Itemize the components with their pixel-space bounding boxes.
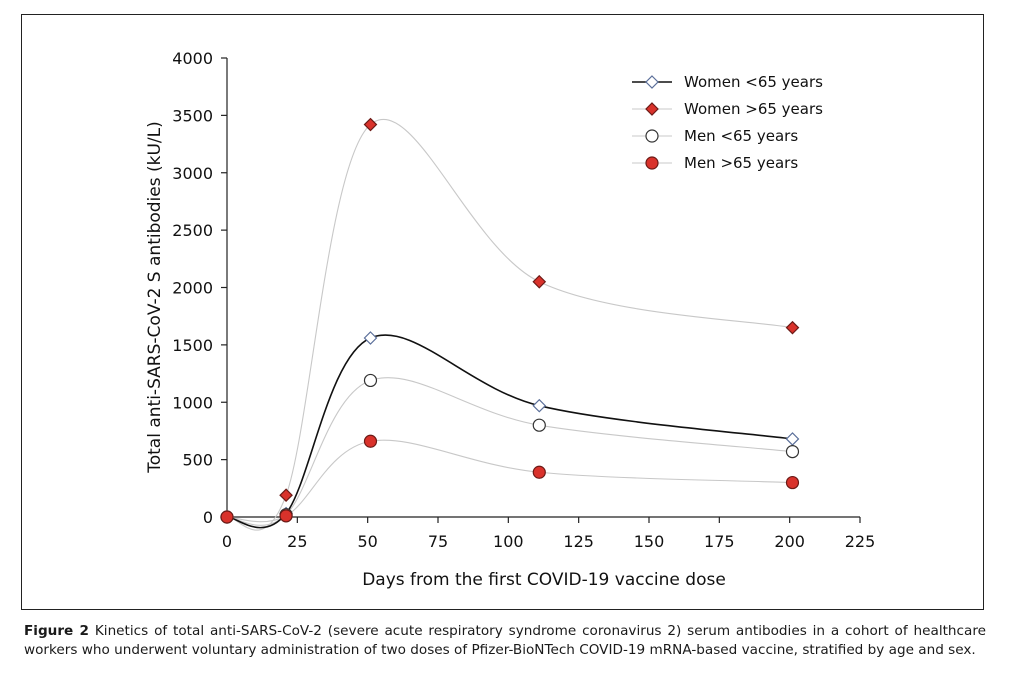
legend-label: Women <65 years: [684, 73, 823, 91]
figure-frame: 0 500 1000 1500 2000 2500 3000 3500 4000 0 25 50 75 1…: [21, 14, 984, 610]
x-tick-label: 0: [222, 532, 232, 551]
y-tick-label: 2000: [172, 279, 213, 298]
y-tick-label: 1500: [172, 336, 213, 355]
x-axis-label: Days from the first COVID-19 vaccine dos…: [362, 570, 726, 590]
data-point: [785, 444, 800, 459]
y-tick-label: 4000: [172, 49, 213, 68]
data-point: [532, 398, 547, 413]
figure-caption: Figure 2 Kinetics of total anti-SARS-CoV…: [24, 622, 986, 660]
x-tick-label: 125: [563, 532, 594, 551]
data-point: [785, 475, 800, 490]
data-point: [785, 432, 800, 446]
data-point: [363, 373, 378, 388]
data-point: [279, 488, 293, 503]
y-tick-label: 0: [203, 508, 213, 527]
data-point: [532, 418, 546, 432]
data-point: [363, 117, 378, 132]
x-tick-label: 200: [774, 532, 805, 551]
legend-label: Men <65 years: [684, 127, 798, 145]
legend-marker: [645, 75, 659, 89]
x-tick-label: 75: [428, 532, 448, 551]
data-point: [363, 434, 378, 448]
series-markers: [220, 117, 800, 524]
legend-marker: [645, 129, 659, 143]
y-tick-label: 500: [182, 451, 213, 470]
y-tick-label: 3000: [172, 164, 213, 183]
chart-legend: Women <65 years Women >65 years Men <65 ye…: [632, 73, 823, 172]
data-point: [532, 274, 547, 289]
chart-axes: 0 500 1000 1500 2000 2500 3000 3500 4000 0 25 50 75 1…: [172, 49, 875, 551]
data-point: [363, 331, 378, 345]
y-tick-label: 1000: [172, 393, 213, 412]
y-axis-label: Total anti-SARS-CoV-2 S antibodies (kU/L…: [145, 121, 165, 474]
data-point: [785, 320, 800, 335]
legend-marker: [645, 102, 659, 116]
x-tick-label: 100: [493, 532, 524, 551]
x-tick-label: 25: [287, 532, 307, 551]
y-tick-label: 2500: [172, 221, 213, 240]
legend-label: Men >65 years: [684, 154, 798, 172]
data-point: [220, 510, 234, 524]
x-tick-label: 225: [845, 532, 876, 551]
x-tick-label: 175: [704, 532, 735, 551]
y-tick-label: 3500: [172, 106, 213, 125]
x-tick-label: 150: [634, 532, 665, 551]
figure-caption-text: Kinetics of total anti-SARS-CoV-2 (sever…: [24, 623, 987, 658]
series-line: [226, 118, 793, 531]
x-tick-label: 50: [357, 532, 377, 551]
line-chart: 0 500 1000 1500 2000 2500 3000 3500 4000 0 25 50 75 1…: [145, 49, 875, 590]
data-point: [279, 509, 293, 523]
figure-label: Figure 2: [24, 623, 90, 639]
data-point: [532, 465, 546, 479]
legend-label: Women >65 years: [684, 100, 823, 118]
series-lines: [226, 118, 793, 531]
legend-marker: [645, 156, 659, 170]
